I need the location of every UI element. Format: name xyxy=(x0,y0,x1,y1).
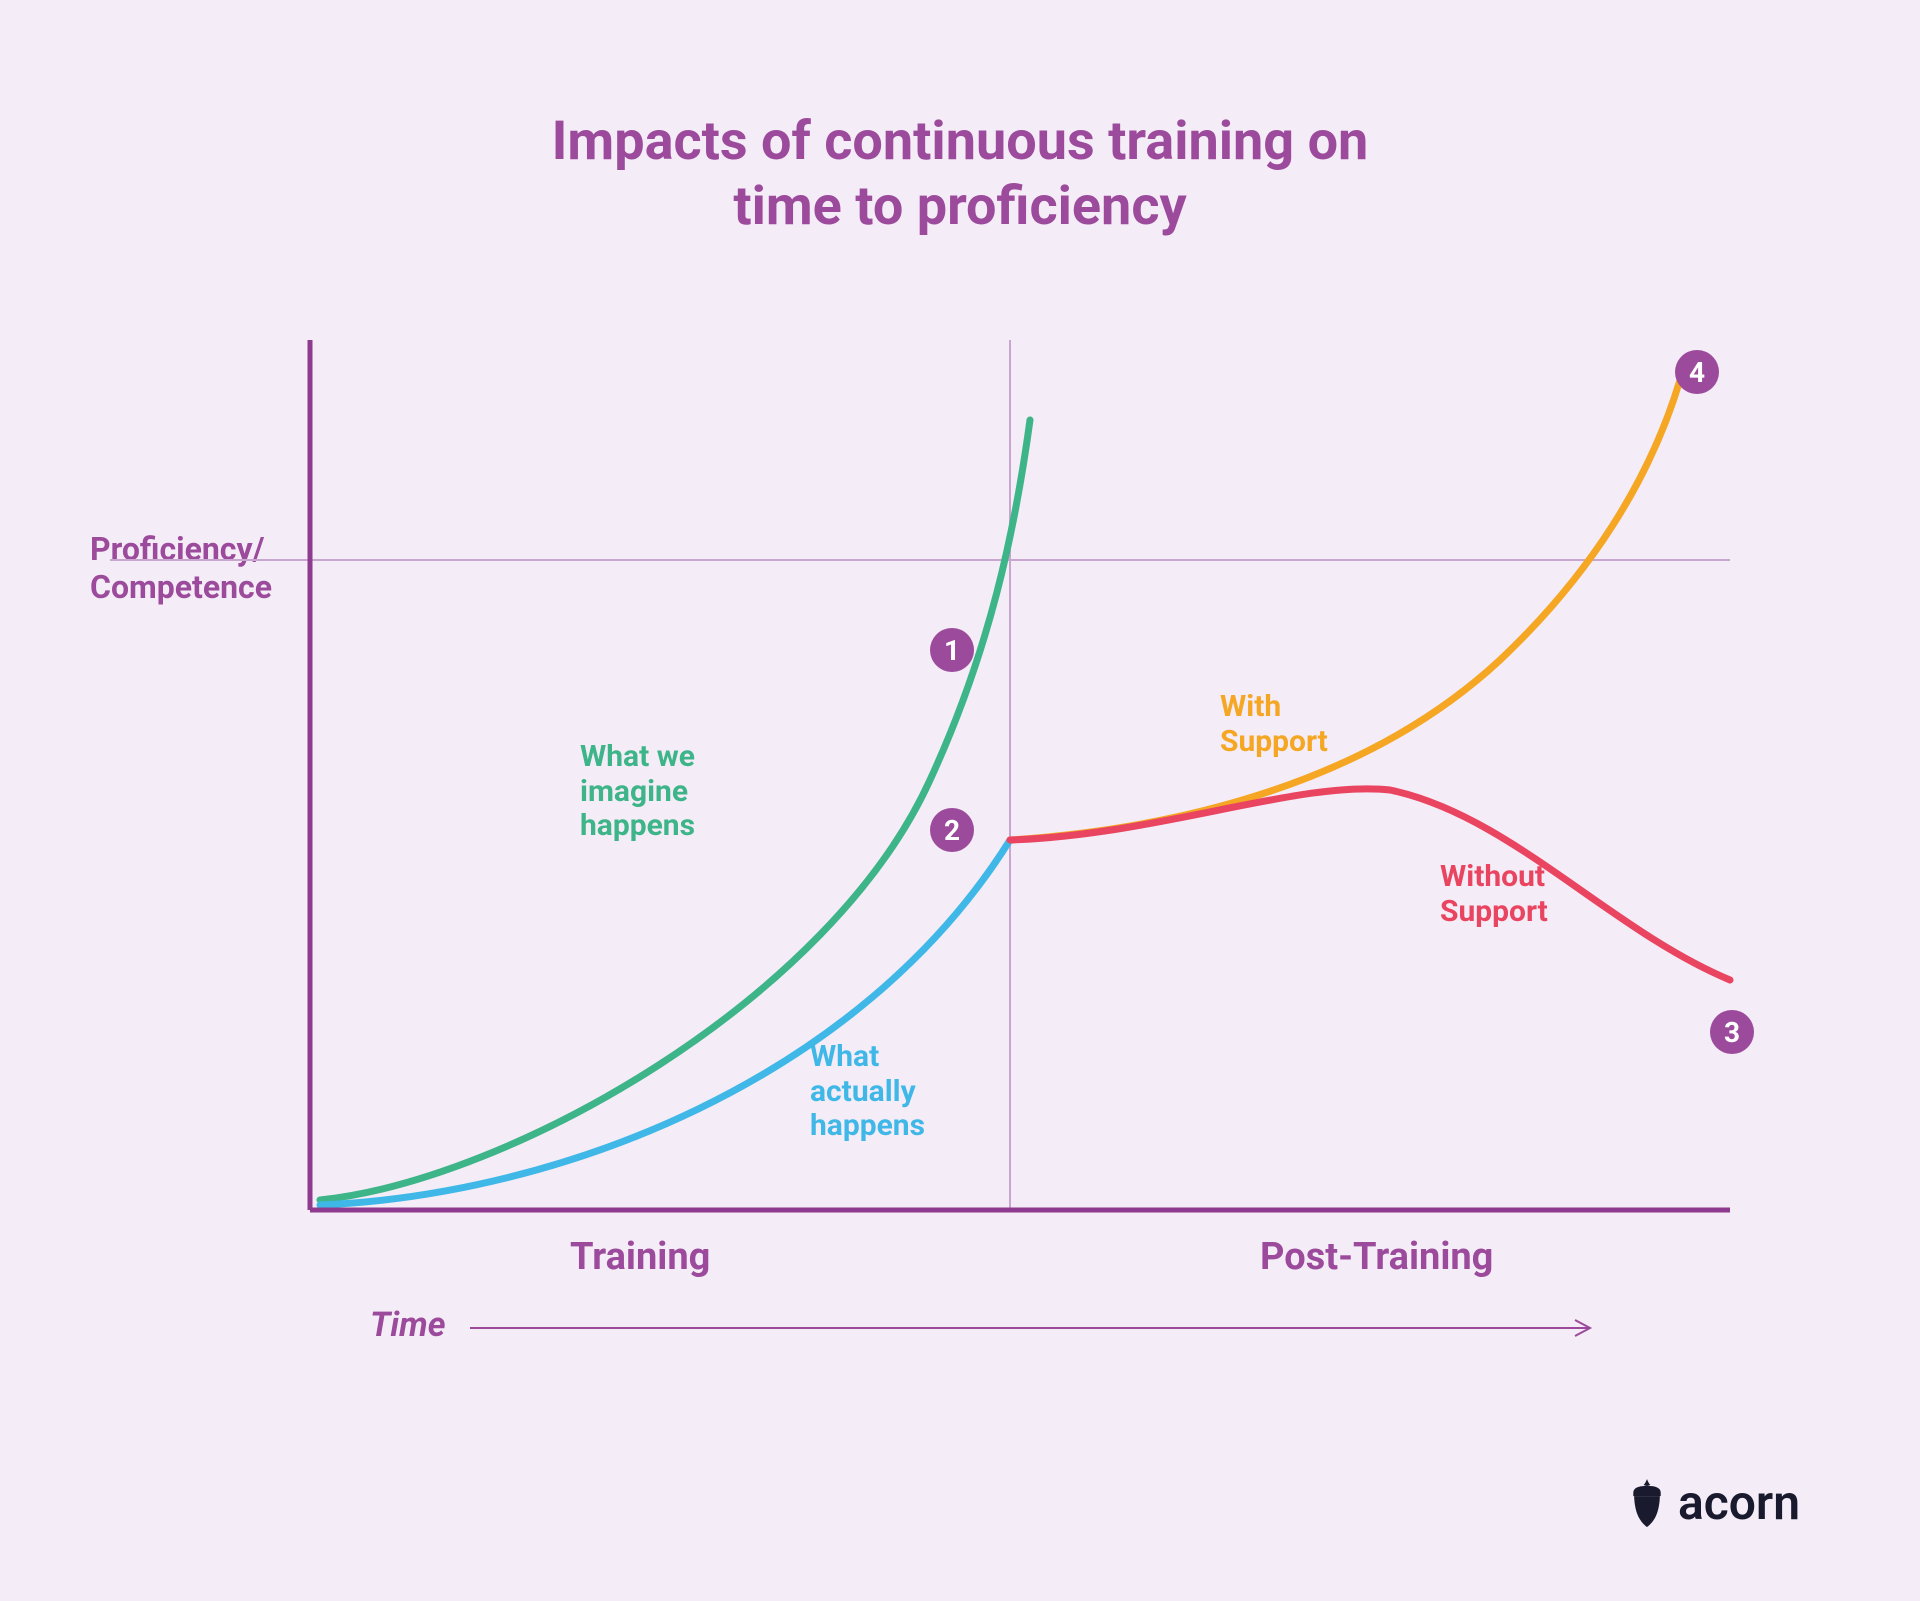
badge-3: 3 xyxy=(1710,1010,1754,1054)
label-actual: What actually happens xyxy=(810,1040,925,1144)
badge-2: 2 xyxy=(930,808,974,852)
label-imagine: What we imagine happens xyxy=(580,740,695,844)
curve-with-support xyxy=(1010,380,1680,840)
curve-without-support xyxy=(1010,789,1730,980)
label-wos-l2: Support xyxy=(1440,894,1548,929)
badge-3-num: 3 xyxy=(1724,1016,1740,1049)
y-label-line-1: Proficiency/ xyxy=(90,530,264,568)
brand-logo-text: acorn xyxy=(1678,1474,1800,1531)
title-line-1: Impacts of continuous training on xyxy=(552,110,1369,173)
label-wos-l1: Without xyxy=(1440,859,1545,894)
infographic-container: Impacts of continuous training on time t… xyxy=(0,0,1920,1601)
chart-title: Impacts of continuous training on time t… xyxy=(0,110,1920,240)
label-without-support: Without Support xyxy=(1440,860,1548,929)
label-ws-l2: Support xyxy=(1220,724,1328,759)
time-arrow xyxy=(470,1318,1610,1338)
badge-1-num: 1 xyxy=(944,634,960,667)
x-label-post-training: Post-Training xyxy=(1260,1235,1493,1279)
badge-1: 1 xyxy=(930,628,974,672)
x-label-training: Training xyxy=(570,1235,710,1279)
label-imagine-l1: What we xyxy=(580,739,695,774)
y-label-line-2: Competence xyxy=(90,568,272,606)
label-actual-l3: happens xyxy=(810,1108,925,1143)
label-imagine-l3: happens xyxy=(580,808,695,843)
label-actual-l1: What xyxy=(810,1039,879,1074)
badge-2-num: 2 xyxy=(944,814,960,847)
label-imagine-l2: imagine xyxy=(580,774,688,809)
y-axis-label: Proficiency/ Competence xyxy=(90,530,272,607)
time-label: Time xyxy=(370,1305,446,1345)
title-line-2: time to proficiency xyxy=(733,175,1186,238)
brand-logo: acorn xyxy=(1626,1474,1800,1531)
chart-area: Proficiency/ Competence What we imagine … xyxy=(310,360,1730,1210)
label-with-support: With Support xyxy=(1220,690,1328,759)
label-actual-l2: actually xyxy=(810,1074,916,1109)
acorn-icon xyxy=(1626,1479,1668,1527)
chart-svg xyxy=(310,360,1730,1210)
badge-4-num: 4 xyxy=(1689,356,1705,389)
badge-4: 4 xyxy=(1675,350,1719,394)
label-ws-l1: With xyxy=(1220,689,1281,724)
curve-actual xyxy=(320,840,1010,1205)
